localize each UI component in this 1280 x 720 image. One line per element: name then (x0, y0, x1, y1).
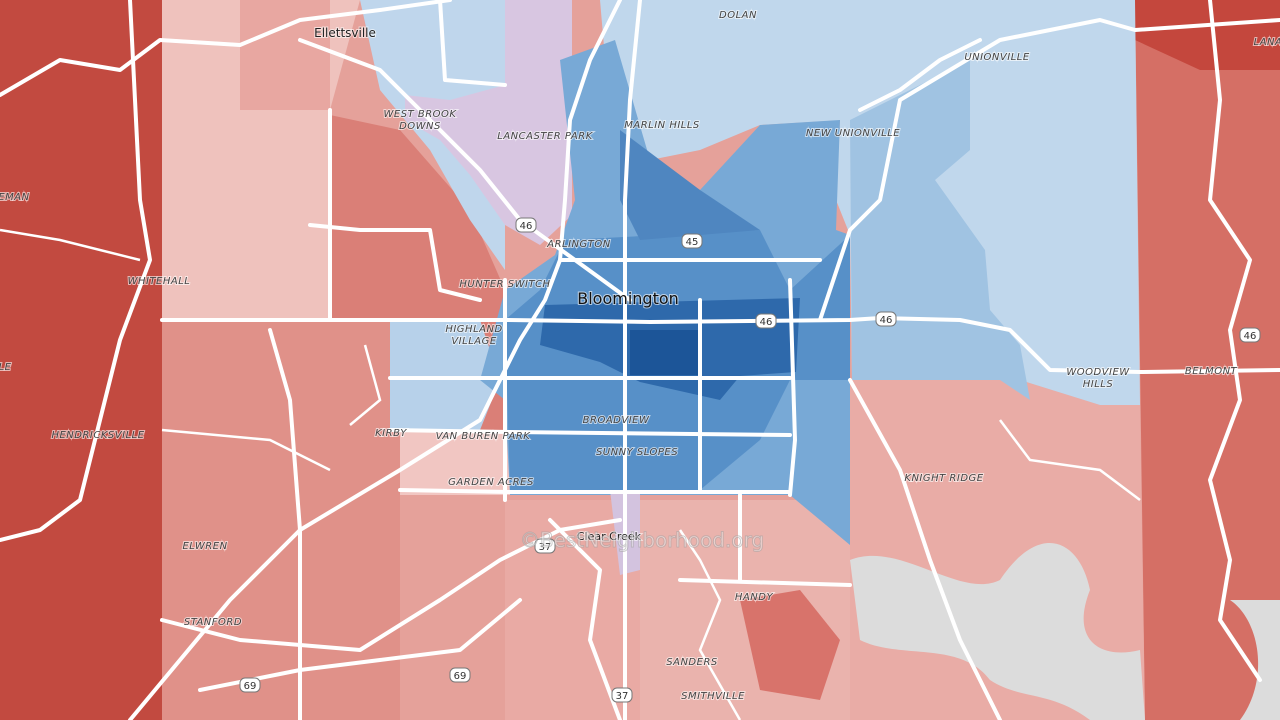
shield (755, 313, 777, 329)
place-label: ARLINGTON (546, 239, 611, 250)
place-label: Ellettsville (314, 26, 376, 40)
place-label: GARDEN ACRES (448, 477, 534, 488)
place-label: HENDRICKSVILLE (51, 430, 144, 441)
place-label: EMAN (0, 192, 30, 203)
city-label: Bloomington (577, 289, 679, 308)
place-label: SANDERS (666, 657, 718, 668)
place-label: BROADVIEW (583, 415, 650, 426)
place-label: HANDY (735, 592, 774, 603)
place-label: LANCASTER PARK (497, 131, 593, 142)
route-shields: 46 45 46 46 46 37 37 69 69 (239, 217, 1261, 703)
place-label: HILLS (1083, 379, 1114, 390)
place-label: UNIONVILLE (964, 52, 1030, 63)
shield (611, 687, 633, 703)
shield-label: 69 (454, 671, 467, 682)
place-label: WOODVIEW (1066, 367, 1130, 378)
shield (681, 233, 703, 249)
place-labels: Ellettsville DOLAN LANA UNIONVILLE WEST … (0, 9, 1280, 703)
place-label: SMITHVILLE (681, 691, 745, 702)
place-label: ELWREN (182, 541, 227, 552)
shield (515, 217, 537, 233)
place-label: VILLAGE (451, 336, 497, 347)
place-label: LANA (1254, 37, 1280, 48)
shield (1239, 327, 1261, 343)
shield (875, 311, 897, 327)
place-label: DOLAN (719, 10, 757, 21)
place-label: KIRBY (375, 428, 407, 439)
shield (239, 677, 261, 693)
place-label: KNIGHT RIDGE (904, 473, 983, 484)
shield-label: 46 (1244, 331, 1257, 342)
shield-label: 46 (520, 221, 533, 232)
place-label: MARLIN HILLS (624, 120, 700, 131)
shield-label: 37 (539, 542, 552, 553)
place-label: HUNTER SWITCH (459, 279, 550, 290)
shield (534, 538, 556, 554)
place-label: BELMONT (1185, 366, 1238, 377)
place-label: LE (0, 362, 12, 373)
place-label: NEW UNIONVILLE (806, 128, 900, 139)
shield (449, 667, 471, 683)
shield-label: 45 (686, 237, 699, 248)
shield-label: 69 (244, 681, 257, 692)
place-label: WHITEHALL (128, 276, 191, 287)
place-label: WEST BROOK (384, 109, 458, 120)
place-label: DOWNS (399, 121, 441, 132)
place-label: SUNNY SLOPES (596, 447, 678, 458)
watermark: ©BestNeighborhood.org (520, 528, 764, 552)
place-label: Clear Creek (577, 530, 642, 543)
place-label: VAN BUREN PARK (436, 431, 532, 442)
shield-label: 46 (880, 315, 893, 326)
place-label: HIGHLAND (445, 324, 502, 335)
place-label: STANFORD (184, 617, 242, 628)
shield-label: 46 (760, 317, 773, 328)
shield-label: 37 (616, 691, 629, 702)
